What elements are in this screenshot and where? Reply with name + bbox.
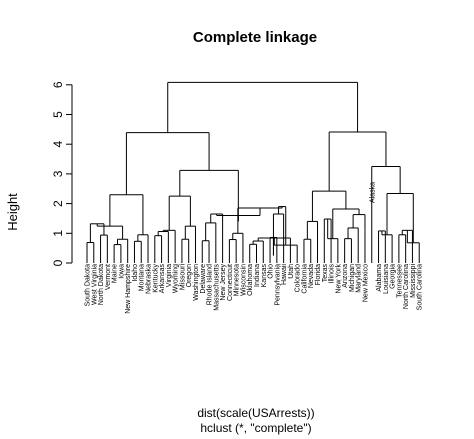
leaf-label: Arizona [342,264,349,288]
chart-title: Complete linkage [193,29,317,46]
y-tick-label: 5 [51,111,65,118]
leaf-label: Tennessee [396,264,403,298]
method-subtitle: hclust (*, "complete") [200,421,311,435]
leaf-label: Minnesota [234,264,241,296]
leaf-label: Virginia [166,264,173,287]
leaf-label: Maine [112,264,119,283]
leaf-label: Mississippi [410,264,417,298]
leaf-label: Georgia [390,264,397,289]
y-tick-label: 0 [51,259,65,266]
leaf-label: North Carolina [403,264,410,309]
x-axis-label: dist(scale(USArrests)) [197,406,314,420]
leaf-label: Missouri [179,264,186,291]
leaf-label: Washington [193,264,200,301]
leaf-label: Kansas [261,264,268,288]
leaf-labels: South Dakota West Virginia North Dakota Ver… [85,182,424,314]
y-tick-label: 3 [51,170,65,177]
leaf-label: Vermont [105,264,112,290]
leaf-label: West Virginia [91,264,98,305]
leaf-label: Kentucky [152,264,159,293]
leaf-label: Utah [288,264,295,279]
leaf-label: Iowa [118,264,125,279]
leaf-label: New Mexico [362,264,369,302]
leaf-label: Rhode Island [207,264,214,305]
leaf-label: Oklahoma [247,264,254,296]
leaf-label: Hawaii [281,264,288,285]
leaf-label: Louisiana [383,264,390,294]
leaf-label: Alaska [369,182,376,203]
leaf-label: Connecticut [227,264,234,301]
leaf-label: Illinois [329,264,336,284]
leaf-label: Texas [322,264,329,283]
y-tick-label: 6 [51,81,65,88]
leaf-label: Delaware [200,264,207,294]
leaf-label: Massachusetts [213,264,220,311]
leaf-label: South Carolina [417,264,424,310]
leaf-label: North Dakota [98,264,105,305]
y-tick-label: 1 [51,230,65,237]
leaf-label: Montana [139,264,146,291]
y-tick-label: 2 [51,200,65,207]
leaf-label: Wyoming [173,264,180,293]
leaf-label: South Dakota [85,264,92,307]
leaf-label: New Jersey [220,264,227,301]
leaf-label: Ohio [268,264,275,279]
leaf-label: Florida [315,264,322,286]
leaf-label: Idaho [132,264,139,282]
leaf-label: Nevada [308,264,315,288]
leaf-label: Alabama [376,264,383,292]
leaf-label: Colorado [295,264,302,293]
leaf-label: Indiana [254,264,261,287]
leaf-label: New Hampshire [125,264,132,314]
leaf-label: Maryland [356,264,363,293]
y-axis: 0 1 2 3 4 5 6 [51,81,73,266]
y-tick-label: 4 [51,141,65,148]
leaf-label: Arkansas [159,264,166,294]
leaf-label: Wisconsin [240,264,247,296]
leaf-label: California [301,264,308,294]
leaf-label: Oregon [186,264,193,287]
leaf-label: Michigan [349,264,356,292]
dendrogram-tree [86,81,420,263]
leaf-label: Pennsylvania [274,264,281,306]
leaf-label: Nebraska [146,264,153,294]
y-axis-label: Height [5,193,20,231]
leaf-label: New York [335,264,342,294]
